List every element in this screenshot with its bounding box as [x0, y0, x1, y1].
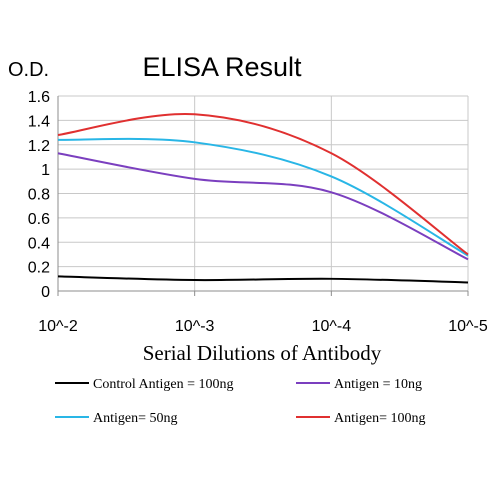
legend-label: Antigen= 100ng [334, 411, 426, 426]
x-tick-labels: 10^-2 10^-3 10^-4 10^-5 [38, 318, 488, 335]
x-axis-label: Serial Dilutions of Antibody [143, 341, 382, 365]
y-tick-label: 1.6 [28, 89, 50, 106]
legend: Control Antigen = 100ng Antigen = 10ng Ant… [55, 377, 426, 426]
x-tick-label: 10^-2 [38, 318, 78, 335]
y-tick-label: 1 [41, 162, 50, 179]
y-tick-label: 0.2 [28, 260, 50, 277]
y-tick-label: 0.8 [28, 187, 50, 204]
y-tick-label: 0.6 [28, 211, 50, 228]
series-line-2 [57, 137, 469, 257]
y-tick-label: 1.4 [28, 113, 50, 130]
x-tick-label: 10^-4 [312, 318, 352, 335]
y-tick-label: 0 [41, 284, 50, 301]
y-axis-label: O.D. [8, 59, 49, 81]
series-line-3 [57, 112, 469, 256]
x-tick-label: 10^-5 [448, 318, 488, 335]
legend-label: Antigen= 50ng [93, 411, 178, 426]
y-tick-label: 0.4 [28, 235, 50, 252]
legend-label: Control Antigen = 100ng [93, 377, 234, 392]
legend-label: Antigen = 10ng [334, 377, 422, 392]
series-line-1 [57, 152, 469, 261]
axes [57, 96, 469, 296]
y-tick-label: 1.2 [28, 138, 50, 155]
series-line-0 [57, 275, 469, 284]
y-tick-labels: 0 0.2 0.4 0.6 0.8 1 1.2 1.4 1.6 [28, 89, 50, 301]
x-tick-label: 10^-3 [175, 318, 215, 335]
chart-title: ELISA Result [142, 52, 302, 82]
series-lines [57, 112, 469, 284]
